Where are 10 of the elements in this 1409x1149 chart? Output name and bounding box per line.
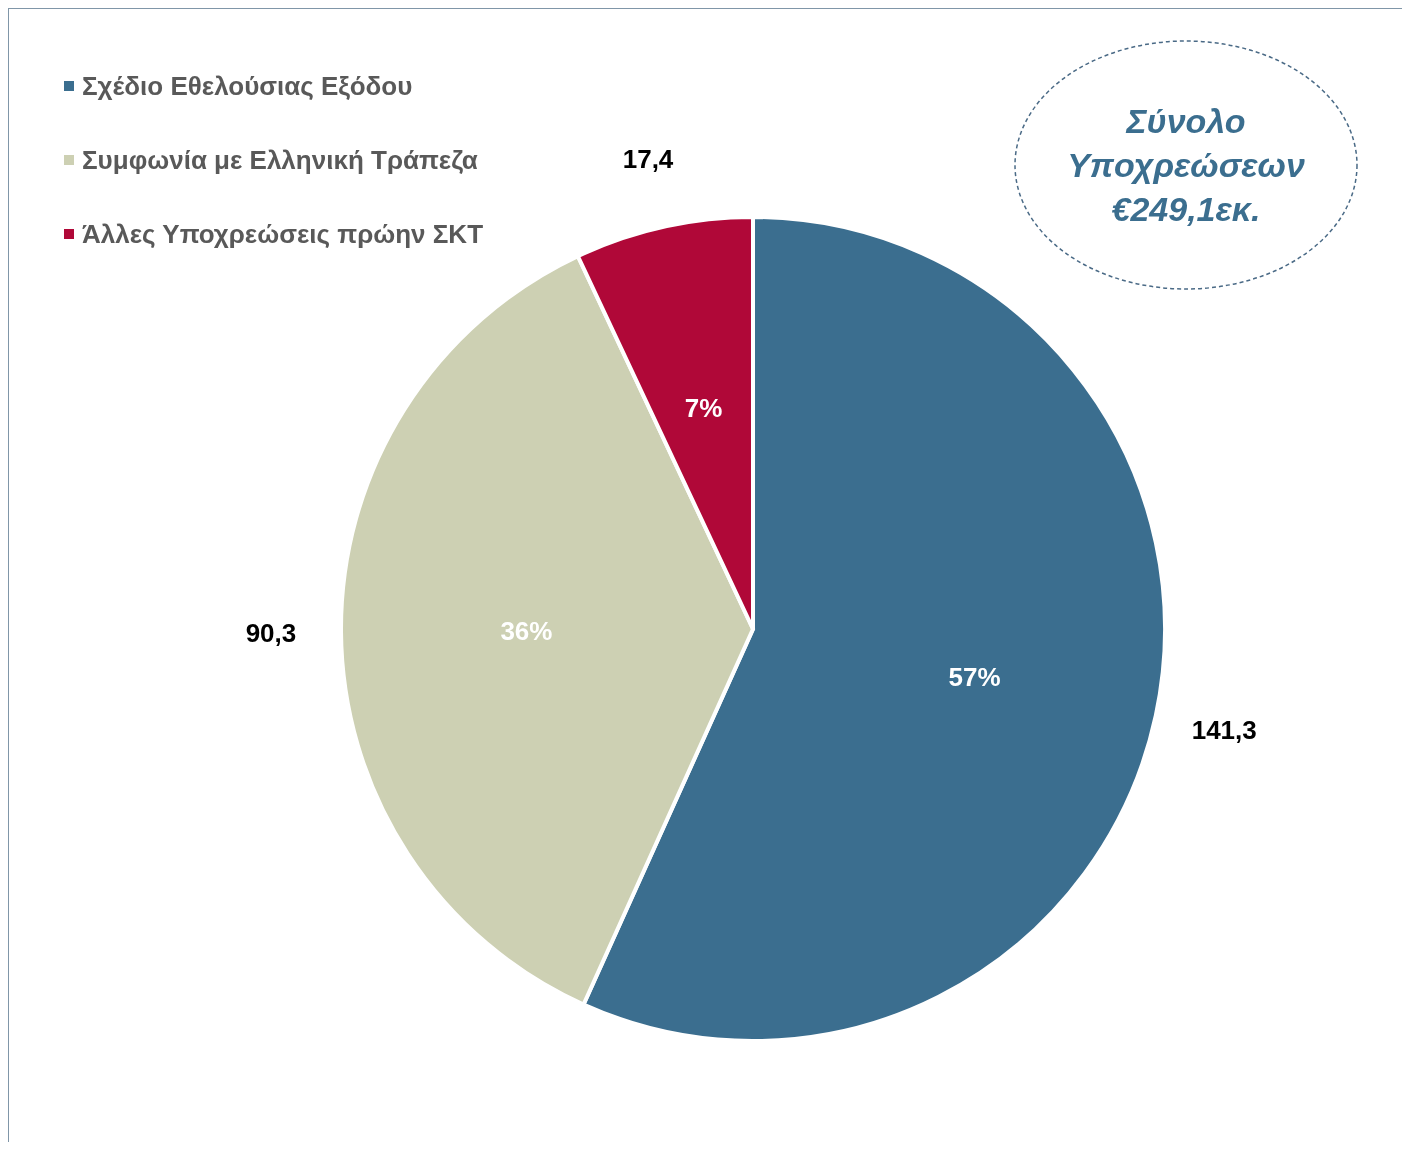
text: Σύνολο Υποχρεώσεων €249,1εκ. <box>1067 101 1305 230</box>
data-label: 90,3 <box>245 617 297 648</box>
text: 57% <box>948 661 1001 692</box>
legend-label: Συμφωνία με Ελληνική Τράπεζα <box>82 144 478 176</box>
data-label: 141,3 <box>1191 715 1257 746</box>
data-label: 17,4 <box>622 143 674 174</box>
legend-label: Σχέδιο Εθελούσιας Εξόδου <box>82 70 413 102</box>
text: 7% <box>684 392 723 423</box>
text: 36% <box>500 615 553 646</box>
legend-label: Άλλες Υποχρεώσεις πρώην ΣΚΤ <box>82 218 484 250</box>
